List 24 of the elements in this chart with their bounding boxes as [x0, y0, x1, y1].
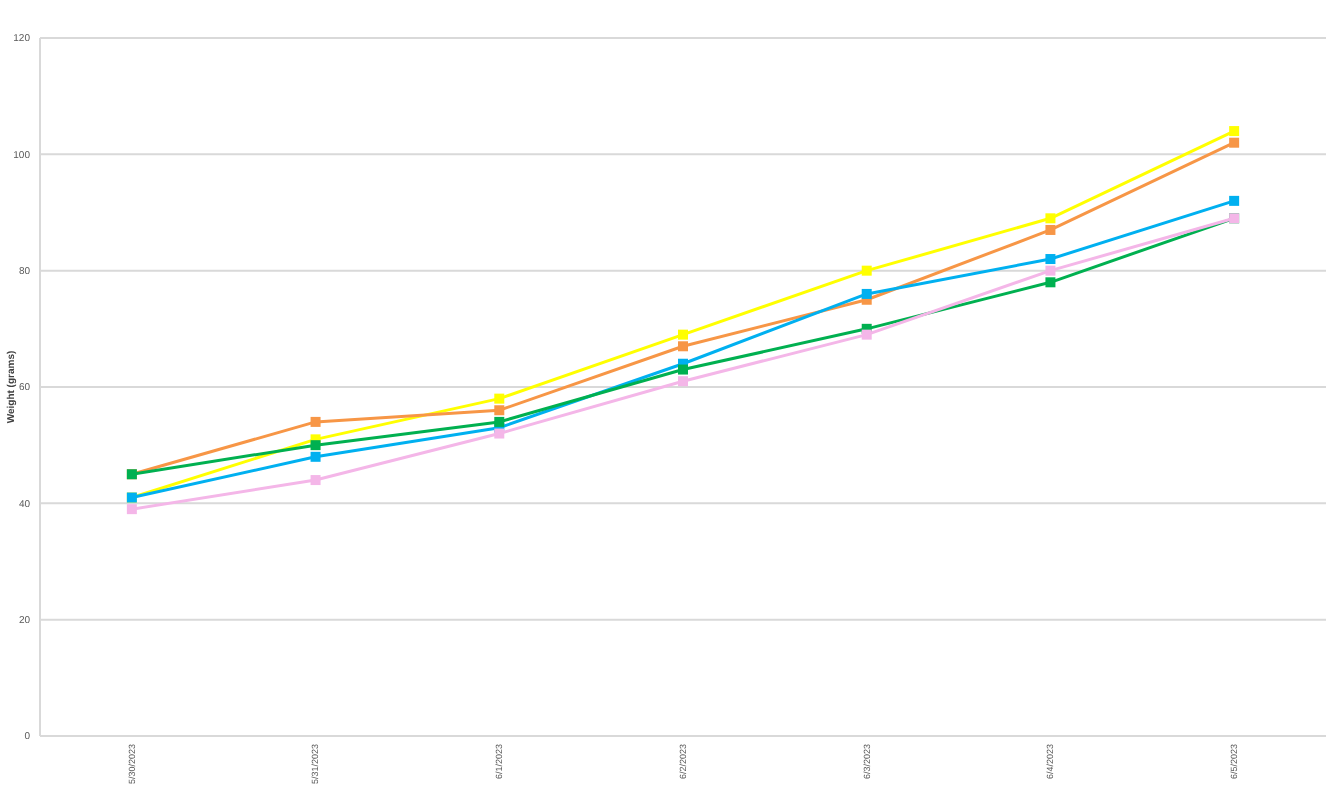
point [678, 364, 688, 375]
point [678, 341, 688, 352]
point [678, 376, 688, 387]
point [494, 405, 505, 416]
point [1229, 195, 1240, 206]
point [861, 265, 872, 276]
point [1045, 265, 1056, 276]
point [1045, 254, 1056, 265]
point [1229, 137, 1240, 148]
point [1045, 213, 1056, 224]
point [494, 393, 505, 404]
point [310, 440, 321, 451]
point [1045, 224, 1056, 235]
point [494, 428, 505, 439]
point [310, 451, 321, 462]
point [310, 475, 321, 486]
point [861, 288, 872, 299]
point [678, 329, 688, 340]
point [1045, 277, 1056, 288]
point [310, 416, 321, 427]
point [861, 329, 872, 340]
point [1229, 126, 1240, 137]
point [126, 504, 137, 515]
point [494, 416, 505, 427]
